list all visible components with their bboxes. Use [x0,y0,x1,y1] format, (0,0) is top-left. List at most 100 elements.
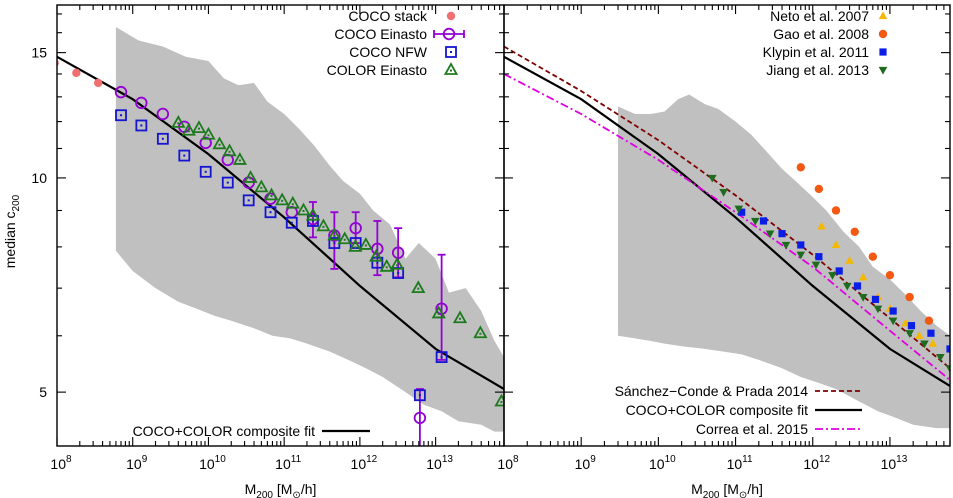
jiang-et-al-2013-point [936,354,945,362]
color-einasto-point [296,202,311,216]
legend-top: COCO stack COCO Einasto COCO NFW COLOR Eina… [327,8,465,78]
legend-item-neto-et-al-2007: Neto et al. 2007 [770,8,888,24]
square-center-dot [183,154,186,157]
x-tick-label-base: 10 [575,456,591,472]
x-tick-label-exponent: 11 [291,454,302,465]
y-tick-label: 5 [39,384,47,400]
square-center-dot [450,51,452,53]
coco-nfw-point [285,216,298,229]
x-tick-label-base: 10 [649,456,665,472]
gao-et-al-2008-point [868,252,878,261]
color-einasto-point [369,248,384,262]
jiang-et-al-2013-point [781,241,791,250]
triangle-outline [316,218,331,232]
legend-label: Klypin et al. 2011 [763,44,870,60]
triangle-center-dot [260,186,263,189]
legend-marker [443,62,459,75]
x-tick-label-base: 10 [351,456,367,472]
gao-et-al-2008-point [850,227,859,237]
jiang-et-al-2013-point [765,230,775,239]
legend-item-coco-stack: COCO stack [348,8,456,24]
coco-nfw-point [435,351,448,364]
triangle-center-dot [322,225,325,228]
triangle-center-dot [207,134,210,137]
square-outline [445,46,457,58]
triangle-outline [191,120,207,133]
square-center-dot [333,242,336,245]
legend-item-correa-et-al-2015: Correa et al. 2015 [696,421,862,437]
klypin-et-al-2011-point [738,208,746,216]
triangle-outline [232,152,248,165]
x-axis-label-unit-end: /h] [747,481,763,497]
square-outline [413,389,426,402]
triangle-center-dot [333,235,336,238]
coco-nfw-point [178,149,191,162]
color-einasto-point [274,192,290,206]
triangle-outline [201,126,216,140]
jiang-et-al-2013-point [905,330,914,338]
x-tick-label: 1011 [727,454,753,472]
x-tick-label-exponent: 10 [215,454,227,465]
x-tick-label-exponent: 8 [513,454,519,465]
klypin-et-al-2011-point [946,345,950,353]
square-center-dot [247,199,250,202]
coco-einasto-point [135,96,148,110]
triangle-center-dot [450,69,452,72]
color-einasto-point [254,179,269,193]
square-center-dot [397,272,400,275]
klypin-et-al-2011-point [797,241,805,249]
triangle-center-dot [249,177,252,180]
coco-einasto-error-bar [415,388,424,446]
triangle-center-dot [177,122,180,125]
y-tick-label: 15 [31,45,47,61]
x-tick-label: 108 [50,454,72,472]
legend-item-jiang-et-al-2013: Jiang et al. 2013 [766,62,888,78]
color-einasto-point [222,143,237,157]
triangle-center-dot [197,127,200,130]
triangle-outline [452,310,468,324]
coco-einasto-point [114,85,128,99]
jiang-et-al-2013-point [719,189,728,197]
gao-et-al-2008-point [885,270,895,280]
legend-label: COCO+COLOR composite fit [133,423,316,439]
x-tick-label: 109 [575,454,597,472]
triangle-outline [171,115,186,128]
neto-et-al-2007-point [914,331,924,339]
x-axis-label-unit: [M [719,481,738,497]
square-outline [199,165,212,178]
legend-label: Neto et al. 2007 [770,8,869,24]
klypin-et-al-2011-point [815,253,823,261]
triangle-outline [285,195,300,209]
legend-marker [878,29,888,39]
klypin-et-al-2011-point [778,230,786,238]
legend-label: COLOR Einasto [327,62,428,78]
y-tick-label: 10 [31,170,47,186]
coco-nfw-point [135,119,148,132]
x-axis-label-unit-end: /h] [301,481,317,497]
x-tick-label-base: 10 [426,456,442,472]
x-tick-label-base: 10 [881,456,897,472]
color-einasto-point [389,256,405,270]
jiang-et-al-2013-point [734,205,744,214]
coco-einasto-point [413,411,427,425]
color-einasto-point [452,310,468,324]
color-einasto-point [171,115,186,128]
triangle-outline [473,325,488,339]
triangle-outline [494,393,504,407]
triangle-outline [389,256,405,270]
gao-et-al-2008-point [831,206,841,215]
x-tick-label: 1013 [881,454,908,472]
x-tick-label-exponent: 8 [66,454,72,465]
triangle-center-dot [270,194,273,197]
triangle-center-dot [218,143,221,146]
color-einasto-point [431,305,446,319]
legend-label: COCO+COLOR composite fit [626,402,809,418]
triangle-center-dot [302,209,305,212]
x-tick-label-exponent: 13 [442,454,454,465]
gao-et-al-2008-point [796,163,805,172]
x-axis-label-main: M [245,481,257,497]
triangle-center-dot [459,317,462,320]
x-axis-label: M200 [M⊙/h] [245,481,317,498]
